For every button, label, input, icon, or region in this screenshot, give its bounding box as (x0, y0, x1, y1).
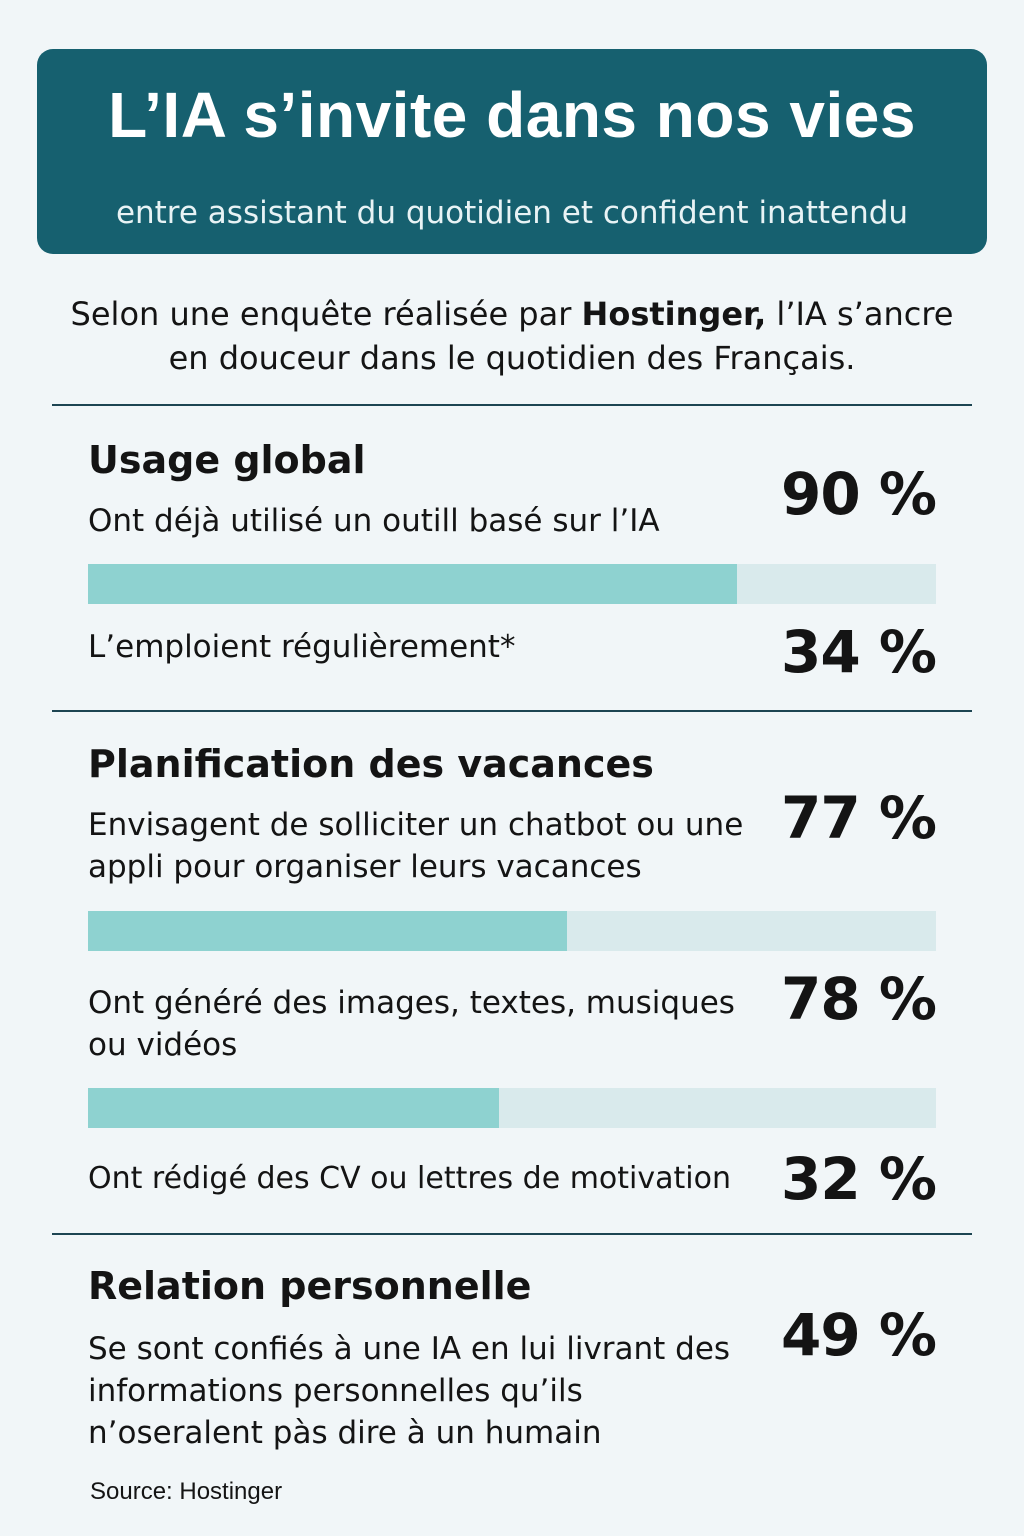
stat-value-cv: 32 % (780, 1145, 937, 1213)
stat-value-chatbot-vacances: 77 % (780, 784, 937, 852)
intro-before: Selon une enquête réalisée par (70, 295, 582, 333)
intro-brand: Hostinger, (581, 295, 767, 333)
section-title-usage: Usage global (88, 438, 366, 482)
stat-label-chatbot-vacances: Envisagent de solliciter un chatbot ou u… (88, 807, 744, 885)
progress-bar-fill (88, 564, 737, 604)
stat-value-generated-content: 78 % (780, 965, 937, 1033)
intro-text: Selon une enquête réalisée par Hostinger… (52, 292, 972, 380)
stat-value-regular-use: 34 % (780, 618, 937, 686)
progress-bar (88, 911, 936, 951)
page-title: L’IA s’invite dans nos vies (108, 79, 916, 151)
stat-label-cv: Ont rédigé des CV ou lettres de motivati… (88, 1161, 731, 1196)
section-title-relation: Relation personnelle (88, 1264, 532, 1308)
stat-label-regular-use: L’emploient régulièrement* (88, 629, 516, 665)
stat-value-used-ai: 90 % (780, 460, 937, 528)
stat-value-confided: 49 % (780, 1301, 937, 1369)
divider (52, 1233, 972, 1235)
stat-label-used-ai: Ont déjà utilisé un outill basé sur l’IA (88, 503, 660, 539)
divider (52, 404, 972, 406)
header-banner: L’IA s’invite dans nos vies entre assist… (37, 49, 987, 254)
divider (52, 710, 972, 712)
stat-label-generated-content: Ont généré des images, textes, musiques … (88, 985, 735, 1063)
progress-bar-fill (88, 911, 568, 951)
page-subtitle: entre assistant du quotidien et confiden… (115, 195, 909, 231)
section-title-vacances: Planification des vacances (88, 742, 654, 786)
progress-bar (88, 564, 936, 604)
source-note: Source: Hostinger (90, 1478, 283, 1505)
stat-label-confided: Se sont confiés à une IA en lui livrant … (88, 1331, 731, 1451)
progress-bar-fill (88, 1088, 500, 1128)
intro-after: l’IA s’ancre en douceur dans le quotidie… (168, 295, 954, 377)
progress-bar (88, 1088, 936, 1128)
